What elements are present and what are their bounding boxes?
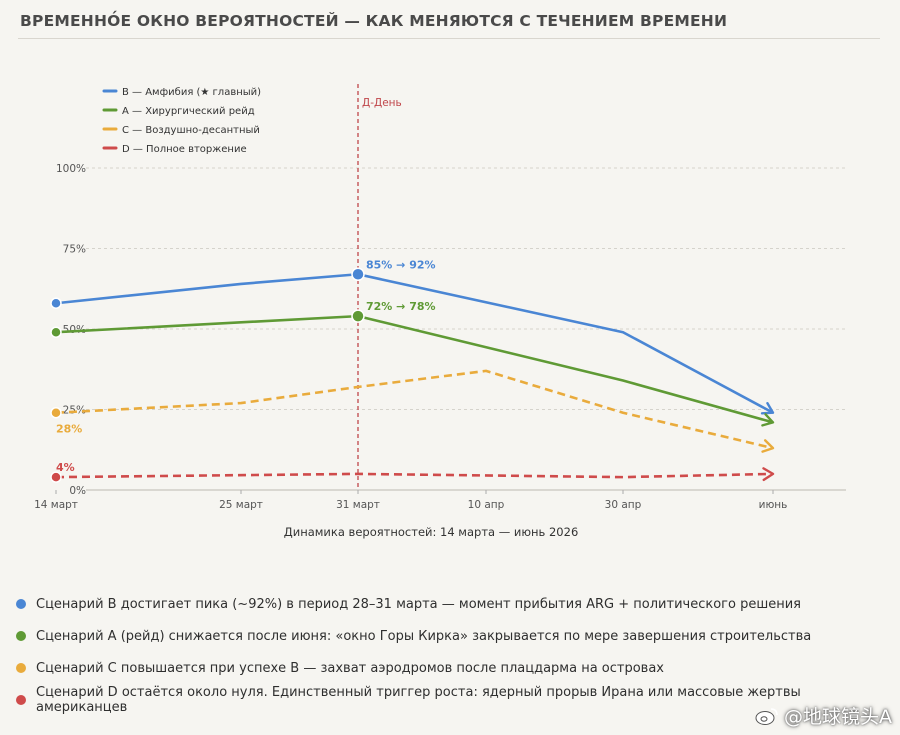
legend-label-B: B — Амфибия (★ главный): [122, 87, 261, 98]
series-arrow-C: [761, 439, 775, 453]
series-arrow-D: [762, 467, 775, 482]
point-B: [351, 267, 365, 282]
d-day-label: Д-День: [362, 97, 402, 109]
point-B: [50, 297, 62, 309]
note-item: Сценарий B достигает пика (~92%) в перио…: [16, 588, 886, 620]
x-tick-label: 30 апр: [605, 499, 642, 511]
legend: B — Амфибия (★ главный) А — Хирургический…: [102, 87, 261, 155]
point-A: [351, 309, 365, 323]
grid-layer: [86, 167, 846, 491]
note-item: Сценарий D остаётся около нуля. Единстве…: [16, 684, 886, 716]
note-text: Сценарий C повышается при успехе B — зах…: [36, 660, 665, 676]
watermark-text: @地球镜头A: [784, 706, 892, 728]
series-line-D: [55, 472, 774, 479]
note-item: Сценарий А (рейд) снижается после июня: …: [16, 620, 886, 652]
legend-label-A: А — Хирургический рейд: [122, 106, 255, 117]
weibo-logo-icon: [755, 707, 778, 725]
note-bullet-icon: [16, 599, 26, 609]
note-text: Сценарий B достигает пика (~92%) в перио…: [36, 596, 801, 612]
axis-layer: 0%25%50%75%100%14 март 25 март 31 март 10 а…: [34, 163, 787, 511]
series-line-C: [55, 369, 774, 450]
series-A: [50, 309, 775, 427]
y-tick-label: 100%: [56, 163, 86, 175]
watermark: @地球镜头A: [754, 702, 892, 729]
y-tick-label: 75%: [63, 244, 86, 256]
y-tick-label: 0%: [69, 485, 86, 497]
x-tick-label: 14 март: [34, 499, 78, 511]
x-tick-label: июнь: [759, 499, 788, 511]
x-tick-label: 25 март: [219, 499, 263, 511]
point-A: [50, 326, 62, 338]
annotation-layer: 85% → 92% 72% → 78% 28% 4%: [56, 258, 436, 474]
note-text: Сценарий А (рейд) снижается после июня: …: [36, 628, 812, 644]
note-bullet-icon: [16, 695, 26, 705]
series-arrow-A: [761, 413, 775, 427]
note-item: Сценарий C повышается при успехе B — зах…: [16, 652, 886, 684]
annotation-C: 28%: [56, 423, 82, 436]
note-text: Сценарий D остаётся около нуля. Единстве…: [36, 685, 801, 715]
note-bullet-icon: [16, 631, 26, 641]
notes-list: Сценарий B достигает пика (~92%) в перио…: [16, 588, 886, 716]
d-day-layer: Д-День: [357, 84, 402, 490]
x-tick-label: 31 март: [336, 499, 380, 511]
annotation-B: 85% → 92%: [366, 258, 436, 271]
chart-svg: 0%25%50%75%100%14 март 25 март 31 март 10 а…: [34, 84, 846, 539]
point-C: [50, 406, 62, 419]
x-tick-label: 10 апр: [468, 499, 505, 511]
legend-label-D: D — Полное вторжение: [122, 144, 247, 155]
series-C: [50, 369, 775, 453]
title-divider: [18, 38, 880, 39]
annotation-D: 4%: [56, 461, 75, 474]
series-layer: [50, 267, 775, 483]
probability-chart: 0% 25% 50% 75% 100% 14 март 25 март 31 март 10 а…: [34, 60, 856, 580]
page-title: ВРЕМЕННО́Е ОКНО ВЕРОЯТНОСТЕЙ — КАК МЕНЯЮ…: [20, 12, 728, 30]
series-line-A: [55, 314, 774, 424]
series-D: [50, 467, 775, 483]
annotation-A: 72% → 78%: [366, 300, 436, 313]
x-axis-label: Динамика вероятностей: 14 марта — июнь 2…: [284, 525, 579, 539]
point-D: [50, 471, 62, 483]
legend-label-C: С — Воздушно-десантный: [122, 125, 260, 136]
note-bullet-icon: [16, 663, 26, 673]
